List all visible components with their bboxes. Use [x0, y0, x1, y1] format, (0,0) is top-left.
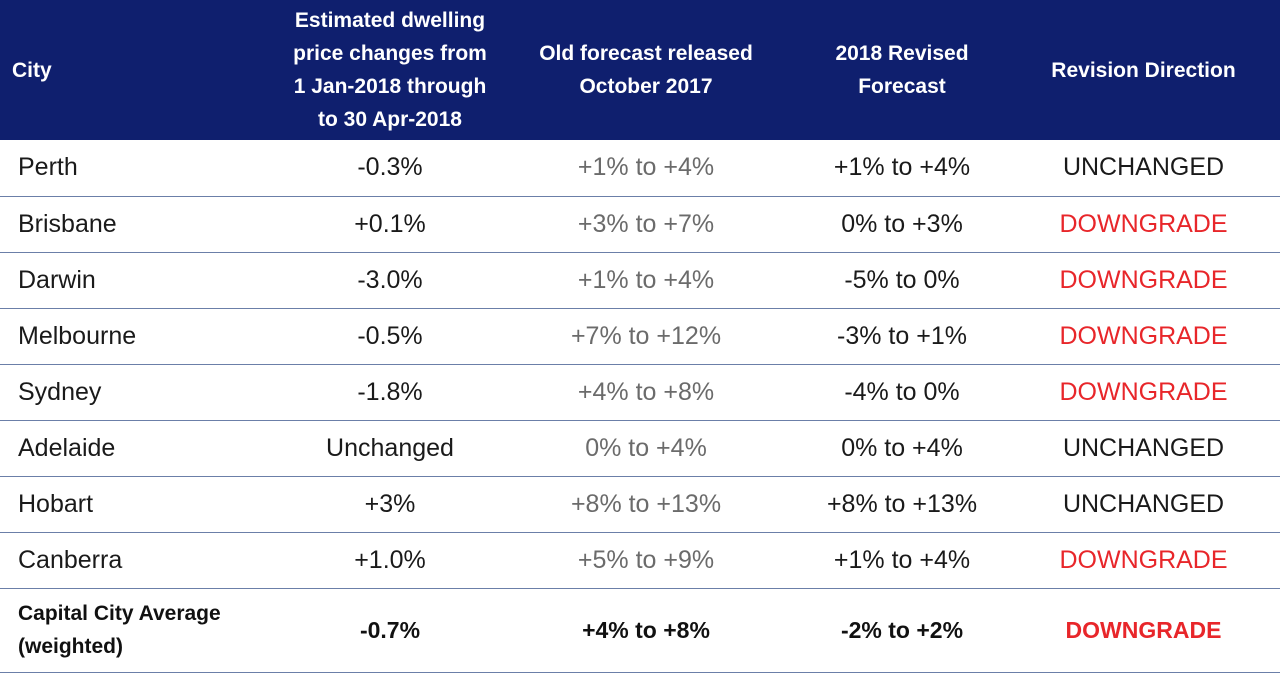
- estimated-change-cell: -0.5%: [285, 308, 495, 365]
- old-forecast-cell: +1% to +4%: [495, 140, 797, 197]
- old-forecast-cell: +5% to +9%: [495, 532, 797, 589]
- estimated-change-cell: +3%: [285, 476, 495, 533]
- average-estimated-change-cell: -0.7%: [285, 588, 495, 673]
- revision-direction-cell: DOWNGRADE: [1007, 532, 1280, 589]
- city-cell: Sydney: [0, 364, 285, 421]
- average-city-cell: Capital City Average (weighted): [0, 588, 285, 673]
- table-row: Canberra +1.0% +5% to +9% +1% to +4% DOW…: [0, 532, 1280, 589]
- average-row: Capital City Average (weighted) -0.7% +4…: [0, 588, 1280, 673]
- old-forecast-cell: +1% to +4%: [495, 252, 797, 309]
- estimated-change-cell: +1.0%: [285, 532, 495, 589]
- revised-forecast-cell: -4% to 0%: [797, 364, 1007, 421]
- header-old-forecast: Old forecast released October 2017: [495, 0, 797, 140]
- table-row: Brisbane +0.1% +3% to +7% 0% to +3% DOWN…: [0, 196, 1280, 253]
- revision-direction-cell: UNCHANGED: [1007, 476, 1280, 533]
- table-row: Melbourne -0.5% +7% to +12% -3% to +1% D…: [0, 308, 1280, 365]
- header-city: City: [0, 0, 285, 140]
- city-cell: Perth: [0, 140, 285, 197]
- estimated-change-cell: -3.0%: [285, 252, 495, 309]
- table-header: City Estimated dwelling price changes fr…: [0, 0, 1280, 140]
- old-forecast-cell: 0% to +4%: [495, 420, 797, 477]
- revision-direction-cell: UNCHANGED: [1007, 140, 1280, 197]
- estimated-change-cell: +0.1%: [285, 196, 495, 253]
- average-old-forecast-cell: +4% to +8%: [495, 588, 797, 673]
- revision-direction-cell: UNCHANGED: [1007, 420, 1280, 477]
- header-row: City Estimated dwelling price changes fr…: [0, 0, 1280, 140]
- revision-direction-cell: DOWNGRADE: [1007, 252, 1280, 309]
- estimated-change-cell: -0.3%: [285, 140, 495, 197]
- revised-forecast-cell: +8% to +13%: [797, 476, 1007, 533]
- table-row: Sydney -1.8% +4% to +8% -4% to 0% DOWNGR…: [0, 364, 1280, 421]
- city-cell: Canberra: [0, 532, 285, 589]
- table-row: Hobart +3% +8% to +13% +8% to +13% UNCHA…: [0, 476, 1280, 533]
- old-forecast-cell: +8% to +13%: [495, 476, 797, 533]
- city-cell: Brisbane: [0, 196, 285, 253]
- estimated-change-cell: Unchanged: [285, 420, 495, 477]
- table-row: Adelaide Unchanged 0% to +4% 0% to +4% U…: [0, 420, 1280, 477]
- city-cell: Darwin: [0, 252, 285, 309]
- revision-direction-cell: DOWNGRADE: [1007, 308, 1280, 365]
- header-revised-forecast: 2018 Revised Forecast: [797, 0, 1007, 140]
- header-revision-direction: Revision Direction: [1007, 0, 1280, 140]
- average-revised-forecast-cell: -2% to +2%: [797, 588, 1007, 673]
- revision-direction-cell: DOWNGRADE: [1007, 364, 1280, 421]
- estimated-change-cell: -1.8%: [285, 364, 495, 421]
- header-estimated-change: Estimated dwelling price changes from 1 …: [285, 0, 495, 140]
- table-row: Darwin -3.0% +1% to +4% -5% to 0% DOWNGR…: [0, 252, 1280, 309]
- table-row: Perth -0.3% +1% to +4% +1% to +4% UNCHAN…: [0, 140, 1280, 197]
- old-forecast-cell: +3% to +7%: [495, 196, 797, 253]
- average-revision-direction-cell: DOWNGRADE: [1007, 588, 1280, 673]
- city-cell: Adelaide: [0, 420, 285, 477]
- city-cell: Melbourne: [0, 308, 285, 365]
- revised-forecast-cell: -3% to +1%: [797, 308, 1007, 365]
- revised-forecast-cell: -5% to 0%: [797, 252, 1007, 309]
- revised-forecast-cell: 0% to +3%: [797, 196, 1007, 253]
- old-forecast-cell: +4% to +8%: [495, 364, 797, 421]
- revised-forecast-cell: +1% to +4%: [797, 140, 1007, 197]
- table-body: Perth -0.3% +1% to +4% +1% to +4% UNCHAN…: [0, 140, 1280, 673]
- city-cell: Hobart: [0, 476, 285, 533]
- revised-forecast-cell: +1% to +4%: [797, 532, 1007, 589]
- revised-forecast-cell: 0% to +4%: [797, 420, 1007, 477]
- revision-direction-cell: DOWNGRADE: [1007, 196, 1280, 253]
- old-forecast-cell: +7% to +12%: [495, 308, 797, 365]
